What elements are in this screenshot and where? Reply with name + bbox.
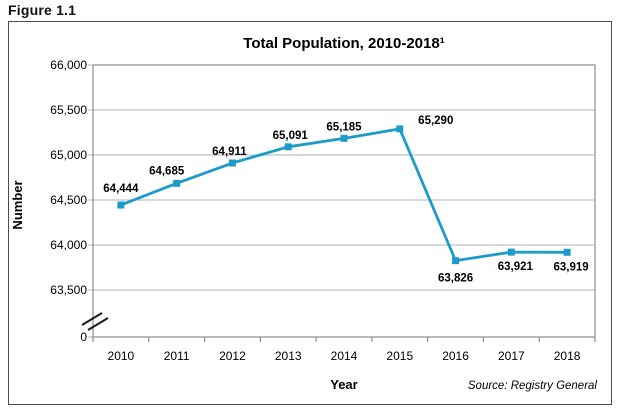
plot-area — [93, 65, 595, 337]
y-tick-label: 64,000 — [50, 238, 87, 252]
x-tick-label: 2017 — [498, 349, 525, 363]
data-point-label: 63,921 — [498, 261, 534, 273]
x-tick-label: 2011 — [164, 349, 190, 363]
data-point-label: 63,919 — [554, 261, 589, 273]
data-point-marker — [340, 134, 348, 142]
plot-border — [92, 64, 596, 338]
y-tick-label: 0 — [80, 330, 87, 344]
figure-label: Figure 1.1 — [8, 2, 77, 18]
data-point-marker — [452, 257, 460, 265]
y-tick-label: 65,000 — [50, 148, 87, 162]
axis-break-slash — [81, 312, 103, 326]
x-tick-label: 2018 — [554, 349, 581, 363]
data-point-label: 65,185 — [326, 121, 362, 133]
y-tick-label: 65,500 — [50, 103, 87, 117]
x-axis-title: Year — [330, 377, 357, 392]
chart-title: Total Population, 2010-2018¹ — [243, 35, 444, 52]
x-tick-label: 2013 — [275, 349, 302, 363]
x-tick-label: 2012 — [219, 349, 246, 363]
y-axis-title: Number — [10, 180, 25, 229]
data-point-marker — [396, 125, 404, 133]
y-tick-label: 63,500 — [50, 283, 87, 297]
data-point-marker — [284, 143, 292, 151]
x-tick-label: 2010 — [108, 349, 135, 363]
y-tick-label: 66,000 — [50, 58, 87, 72]
data-point-marker — [228, 159, 236, 167]
data-point-label: 65,290 — [418, 115, 453, 127]
data-point-label: 63,826 — [438, 273, 473, 285]
data-point-marker — [507, 248, 515, 256]
data-point-label: 64,685 — [149, 165, 185, 177]
data-point-label: 64,911 — [212, 146, 247, 158]
data-point-label: 65,091 — [273, 130, 309, 142]
total-population-line-chart: 66,000 65,500 65,000 64,500 64,000 63,500 0 201… — [10, 35, 598, 392]
source-note: Source: Registry General — [468, 380, 598, 392]
x-tick-label: 2014 — [331, 349, 358, 363]
data-point-marker — [117, 201, 125, 209]
data-point-marker — [563, 248, 571, 256]
y-tick-label: 64,500 — [50, 193, 87, 207]
x-tick-label: 2015 — [386, 349, 413, 363]
data-point-label: 64,444 — [103, 183, 139, 195]
data-point-marker — [173, 179, 181, 187]
x-tick-label: 2016 — [442, 349, 469, 363]
axis-break-slash — [87, 317, 109, 331]
chart-frame: 66,000 65,500 65,000 64,500 64,000 63,500 0 201… — [8, 21, 612, 405]
